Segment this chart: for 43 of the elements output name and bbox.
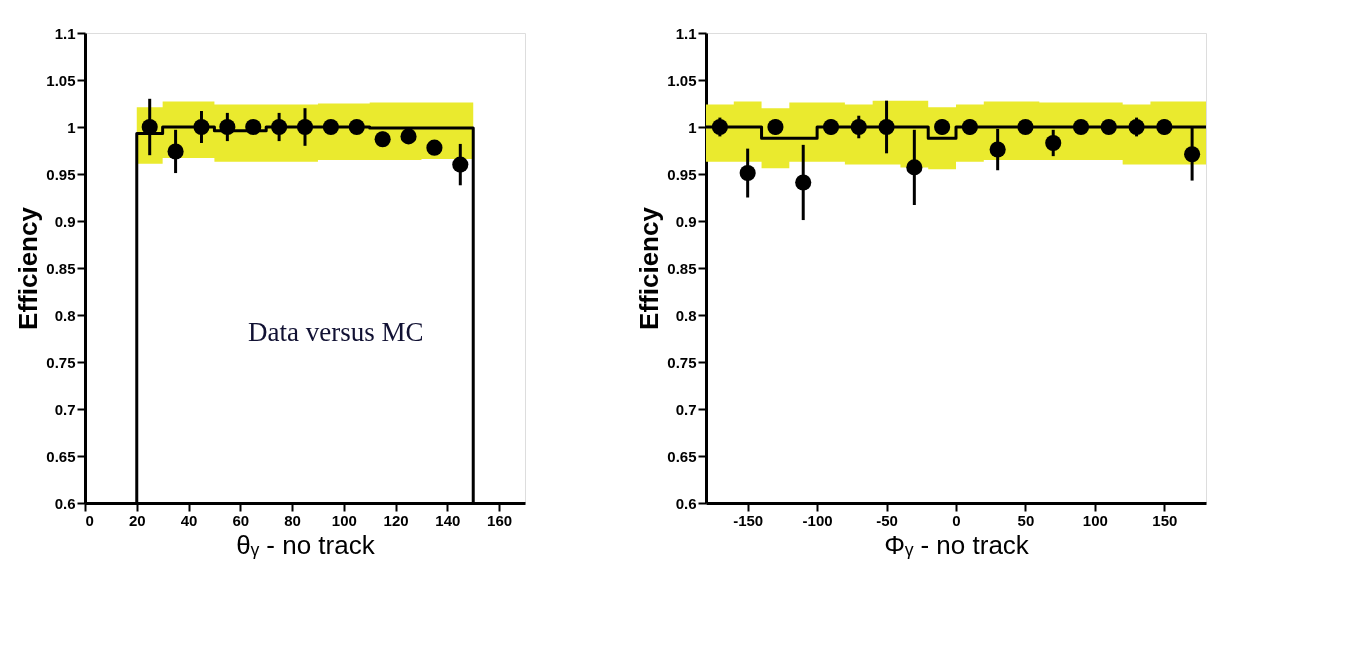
x-tick-label: 100: [331, 511, 357, 529]
annotation: Data versus MC: [248, 317, 424, 347]
y-tick-label: 0.7: [675, 400, 697, 418]
y-tick-label: 0.95: [667, 165, 697, 183]
x-tick-label: 100: [1082, 511, 1108, 529]
y-tick-label: 0.9: [54, 212, 76, 230]
y-tick-label: 0.8: [54, 306, 76, 324]
y-tick-label: 1: [688, 118, 697, 136]
y-axis-title: Efficiency: [13, 206, 44, 330]
y-tick-label: 1.05: [667, 71, 697, 89]
y-tick-label: 0.85: [46, 259, 76, 277]
x-tick-label: 0: [952, 511, 961, 529]
x-tick-label: 80: [284, 511, 301, 529]
y-tick-label: 0.65: [667, 447, 697, 465]
x-axis-title: θᵧ - no track: [236, 529, 376, 560]
y-axis-title: Efficiency: [634, 206, 665, 330]
y-tick-label: 1.1: [54, 24, 76, 42]
x-axis-title: Φᵧ - no track: [884, 529, 1030, 560]
y-tick-label: 0.95: [46, 165, 76, 183]
x-tick-label: 40: [180, 511, 198, 529]
y-tick-label: 0.8: [675, 306, 697, 324]
y-tick-label: 1: [67, 118, 76, 136]
x-tick-label: 150: [1152, 511, 1178, 529]
x-tick-label: 120: [383, 511, 409, 529]
y-tick-label: 0.9: [675, 212, 697, 230]
y-tick-label: 0.75: [46, 353, 76, 371]
y-tick-label: 0.6: [54, 494, 76, 512]
x-tick-label: 140: [435, 511, 461, 529]
x-tick-label: 60: [232, 511, 250, 529]
y-tick-label: 1.1: [675, 24, 697, 42]
x-tick-label: 20: [128, 511, 146, 529]
x-tick-label: 0: [85, 511, 94, 529]
x-tick-label: -150: [733, 511, 764, 529]
y-tick-label: 0.85: [667, 259, 697, 277]
x-tick-label: -100: [802, 511, 833, 529]
y-tick-label: 0.75: [667, 353, 697, 371]
y-tick-label: 1.05: [46, 71, 76, 89]
y-tick-label: 0.65: [46, 447, 76, 465]
x-tick-label: 160: [487, 511, 513, 529]
y-tick-label: 0.6: [675, 494, 697, 512]
y-tick-label: 0.7: [54, 400, 76, 418]
x-tick-label: -50: [876, 511, 898, 529]
x-tick-label: 50: [1017, 511, 1035, 529]
